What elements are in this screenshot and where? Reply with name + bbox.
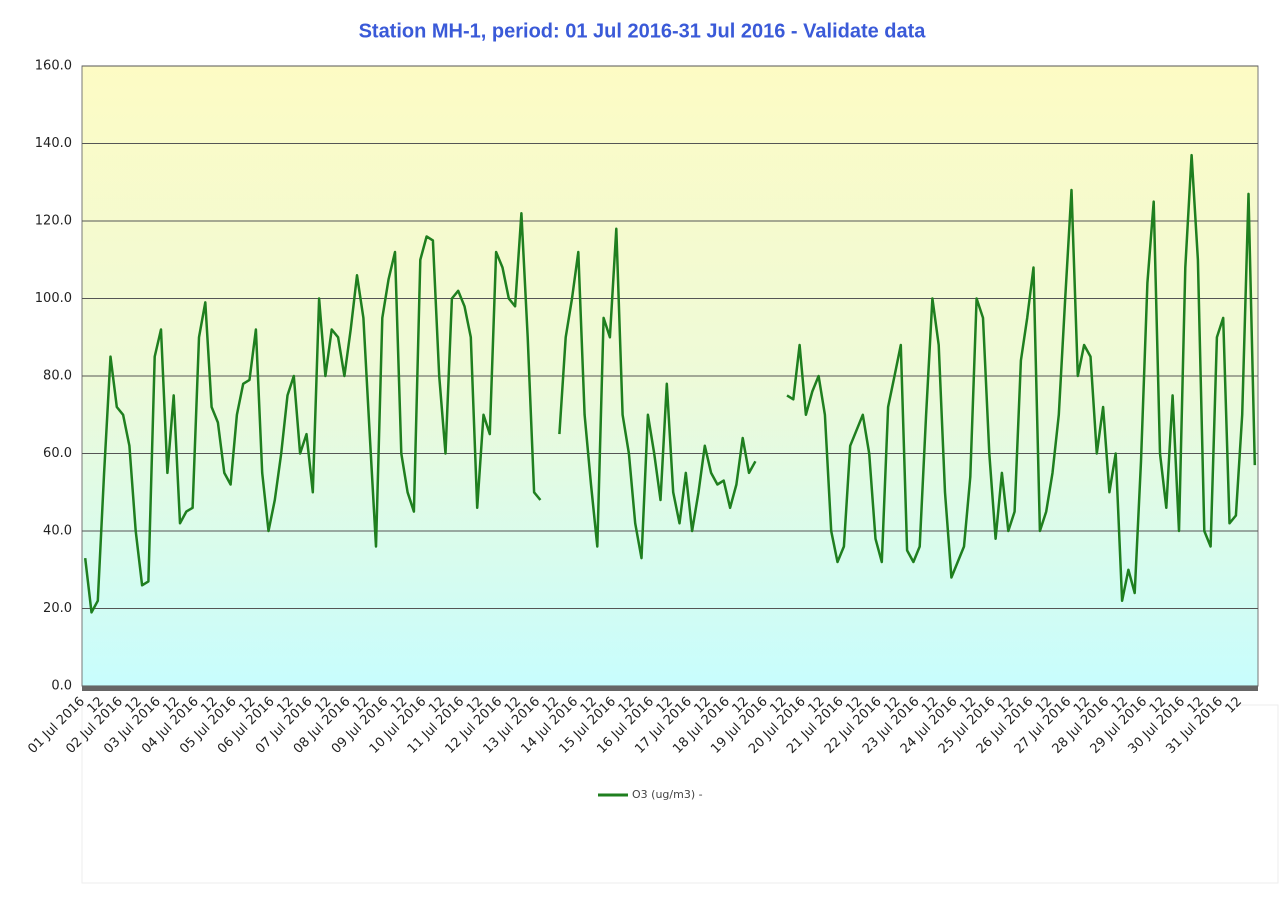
y-tick-label: 140.0 [35,136,72,151]
y-tick-label: 80.0 [43,369,72,384]
y-tick-label: 0.0 [51,679,72,694]
legend-box [81,704,1279,884]
series-line [558,227,757,560]
series-line [83,212,542,614]
y-tick-label: 160.0 [35,59,72,74]
y-tick-label: 120.0 [35,214,72,229]
chart-title: Station MH-1, period: 01 Jul 2016-31 Jul… [359,20,927,42]
y-tick-label: 100.0 [35,291,72,306]
y-tick-label: 40.0 [43,524,72,539]
y-tick-label: 60.0 [43,446,72,461]
legend-label: O3 (ug/m3) - [632,788,703,801]
y-tick-label: 20.0 [43,601,72,616]
x-axis-band [82,686,1258,691]
series-line [786,153,1257,603]
